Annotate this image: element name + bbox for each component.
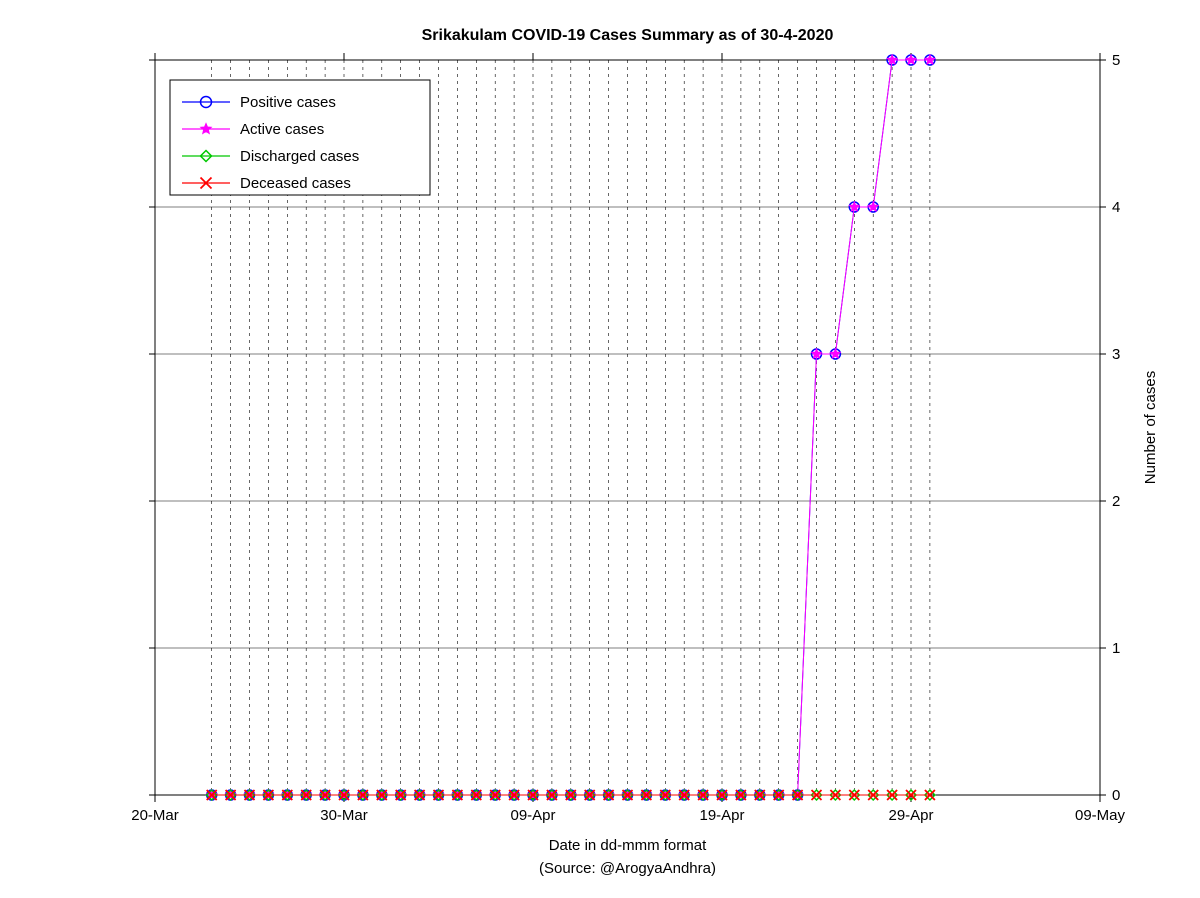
xtick-label: 19-Apr: [699, 807, 744, 824]
legend-label: Active cases: [240, 121, 324, 138]
legend: Positive cases Active cases Discharged cas…: [170, 80, 430, 195]
xtick-label: 09-Apr: [510, 807, 555, 824]
legend-label: Discharged cases: [240, 148, 359, 165]
chart-container: 0 1 2 3 4 5 20-Mar 30-Mar 09-Apr 19-Apr 29-Apr 09-M…: [0, 0, 1200, 898]
ytick-label: 2: [1112, 493, 1120, 510]
x-axis-label-1: Date in dd-mmm format: [549, 837, 707, 854]
legend-label: Positive cases: [240, 94, 336, 111]
x-axis-label-2: (Source: @ArogyaAndhra): [539, 860, 716, 877]
ytick-label: 1: [1112, 640, 1120, 657]
xtick-label: 09-May: [1075, 807, 1126, 824]
xtick-label: 29-Apr: [888, 807, 933, 824]
y-axis-label: Number of cases: [1142, 371, 1159, 484]
xtick-label: 30-Mar: [320, 807, 368, 824]
chart-title: Srikakulam COVID-19 Cases Summary as of …: [422, 27, 834, 44]
legend-label: Deceased cases: [240, 175, 351, 192]
ytick-label: 0: [1112, 787, 1120, 804]
ytick-label: 4: [1112, 199, 1120, 216]
ytick-label: 3: [1112, 346, 1120, 363]
ytick-label: 5: [1112, 52, 1120, 69]
xtick-label: 20-Mar: [131, 807, 179, 824]
chart-svg: 0 1 2 3 4 5 20-Mar 30-Mar 09-Apr 19-Apr 29-Apr 09-M…: [0, 0, 1200, 898]
